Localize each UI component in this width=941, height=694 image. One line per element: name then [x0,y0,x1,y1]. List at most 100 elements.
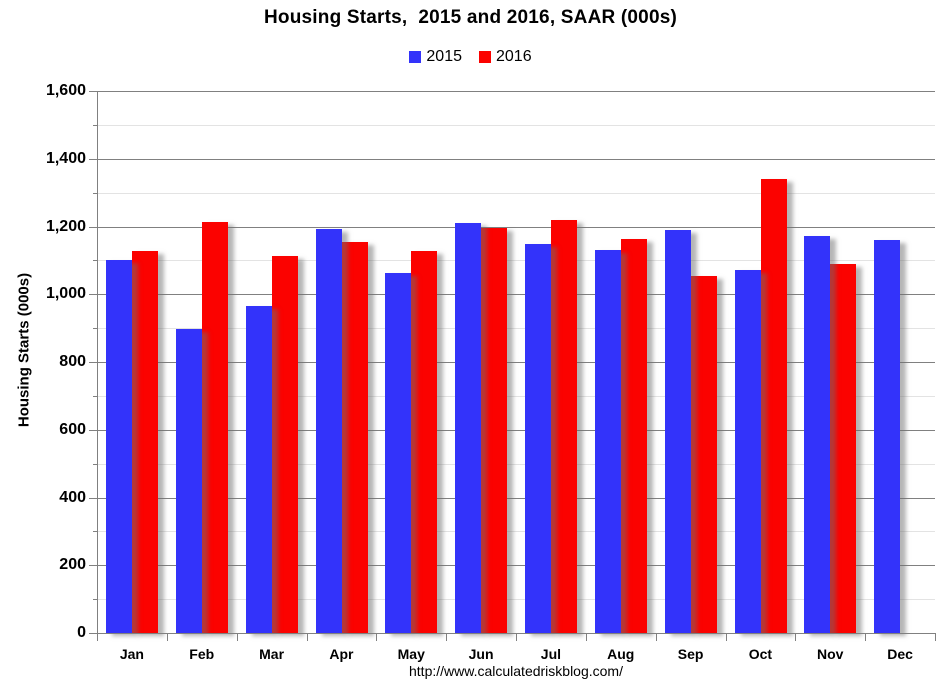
bar-2016-sep [690,275,717,633]
x-axis-label-sep: Sep [677,646,704,662]
y-tick-label-1600: 1,600 [45,82,86,99]
x-axis-label-jul: Jul [540,646,562,662]
minor-gridline-1100 [97,260,935,262]
y-tick-label-200: 200 [59,556,86,574]
y-tick-1600 [89,91,97,92]
x-tick-6 [516,633,517,641]
x-axis-label-nov: Nov [817,646,844,662]
legend: 2015 2016 [0,48,941,66]
x-axis-label-feb: Feb [189,646,215,662]
bar-2016-feb [201,222,228,633]
bar-2016-apr [341,241,368,633]
y-tick-1200 [89,226,97,228]
y-tick-label-1000: 1,000 [45,285,86,303]
major-gridline-400 [97,497,935,499]
bar-2015-sep [664,230,691,633]
y-tick-600 [89,429,97,431]
x-axis-label-apr: Apr [329,646,354,662]
legend-item-2016: 2016 [479,48,532,66]
major-gridline-1400 [97,158,935,160]
bar-2015-oct [734,269,761,633]
y-tick-1100 [93,260,97,262]
minor-gridline-900 [97,328,935,330]
y-tick-200 [89,565,97,567]
x-tick-9 [725,633,727,641]
bar-2016-aug [620,238,647,633]
x-axis-label-jun: Jun [468,646,494,662]
bar-2015-nov [804,236,831,633]
x-tick-0 [97,633,98,641]
x-axis-label-jan: Jan [119,646,144,662]
y-tick-label-400: 400 [59,488,86,506]
minor-gridline-100 [97,599,935,601]
bar-2015-jul [525,244,551,633]
legend-label-2016: 2016 [496,48,532,65]
y-tick-1000 [89,294,97,296]
bar-2015-jan [106,260,132,633]
bar-2015-feb [175,329,202,633]
x-tick-10 [795,633,797,641]
x-axis-label-dec: Dec [887,646,913,662]
bar-2015-may [385,272,412,633]
minor-gridline-1300 [97,192,935,194]
y-tick-900 [93,328,97,330]
x-tick-8 [655,633,657,641]
legend-label-2015: 2015 [426,48,462,65]
bar-2016-jan [132,250,158,633]
x-tick-4 [376,633,378,641]
y-tick-label-0: 0 [77,624,86,641]
x-tick-3 [306,633,308,641]
major-gridline-800 [97,362,935,363]
y-tick-1300 [93,192,97,194]
x-tick-7 [585,633,587,641]
bar-2015-dec [874,240,901,633]
minor-gridline-500 [97,463,935,465]
bar-2016-may [411,250,438,633]
y-tick-500 [93,463,97,465]
x-tick-5 [446,633,448,641]
minor-gridline-700 [97,395,935,397]
y-tick-label-800: 800 [59,353,86,370]
x-axis-label-oct: Oct [748,646,773,662]
y-tick-100 [93,599,97,601]
bar-2016-jul [551,220,577,633]
bar-2016-nov [830,263,857,633]
minor-gridline-1500 [97,124,935,126]
legend-swatch-2016-icon [479,51,491,63]
x-tick-1 [166,633,168,641]
footer-url: http://www.calculatedriskblog.com/ [409,663,623,679]
bar-2016-oct [760,179,787,633]
major-gridline-600 [97,429,935,431]
minor-gridline-300 [97,531,935,533]
y-tick-0 [89,633,97,634]
x-axis-label-may: May [397,646,425,662]
y-tick-300 [93,531,97,533]
y-tick-label-600: 600 [59,420,86,438]
legend-swatch-2015-icon [409,51,422,63]
bar-2015-apr [315,229,342,633]
y-tick-800 [89,362,97,363]
major-gridline-1000 [97,294,935,296]
bar-2015-aug [594,249,621,633]
y-tick-400 [89,497,97,499]
y-tick-label-1200: 1,200 [45,217,86,235]
bar-2016-jun [481,228,508,633]
x-tick-12 [935,633,936,641]
major-gridline-1600 [97,91,935,92]
chart-title: Housing Starts, 2015 and 2016, SAAR (000… [263,7,678,28]
major-gridline-200 [97,565,935,567]
x-axis-line [97,633,935,634]
x-tick-11 [865,633,867,641]
major-gridline-1200 [97,226,935,228]
y-tick-1400 [89,158,97,160]
y-tick-label-1400: 1,400 [45,149,86,167]
bar-2016-mar [271,255,298,633]
bar-2015-mar [245,306,272,633]
y-tick-1500 [93,124,97,126]
y-axis-line [97,91,98,633]
bar-2015-jun [455,222,482,633]
x-axis-label-aug: Aug [607,646,635,662]
y-tick-700 [93,395,97,397]
